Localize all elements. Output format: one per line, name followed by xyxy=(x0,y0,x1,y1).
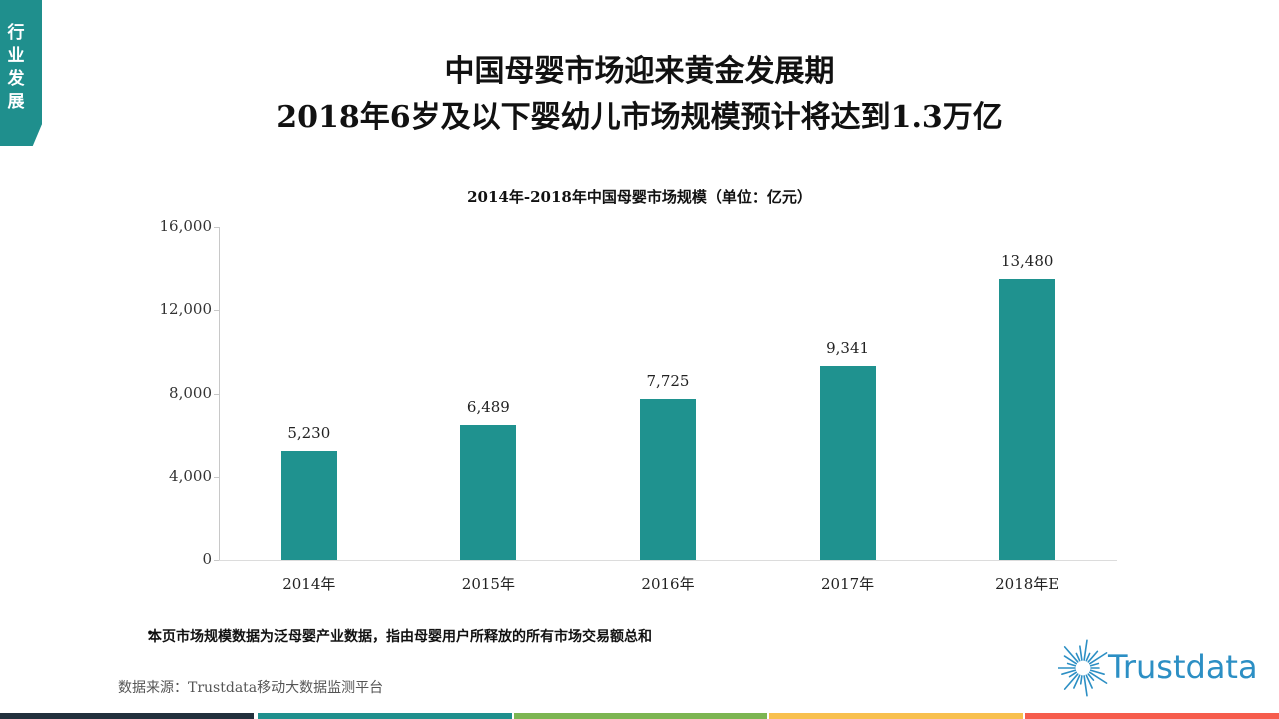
x-tick-label: 2017年 xyxy=(821,575,875,593)
section-tab-label: 行 业 发 展 xyxy=(6,22,26,114)
section-tab-char: 发 xyxy=(7,69,25,89)
y-tick-label: 16,000 xyxy=(159,217,213,235)
x-axis xyxy=(219,560,1117,561)
x-tick-label: 2015年 xyxy=(461,575,515,593)
y-axis xyxy=(219,227,220,561)
page-title: 中国母婴市场迎来黄金发展期 xyxy=(444,54,835,89)
footer-segment xyxy=(257,713,512,719)
bar xyxy=(460,424,517,560)
sunburst-icon xyxy=(1054,639,1108,697)
y-tick-label: 12,000 xyxy=(159,300,213,319)
bar-value-label: 7,725 xyxy=(646,372,690,391)
bar xyxy=(999,279,1056,560)
bar xyxy=(640,399,696,560)
page-subtitle: 2018年6岁及以下婴幼儿市场规模预计将达到1.3万亿 xyxy=(276,100,1003,135)
y-tick-mark xyxy=(214,227,219,228)
footer-segment xyxy=(513,713,768,719)
bar-value-label: 6,489 xyxy=(466,397,510,416)
note-bullet: • xyxy=(146,626,155,642)
footer-segment xyxy=(0,713,254,719)
data-source: 数据来源：Trustdata移动大数据监测平台 xyxy=(118,680,384,696)
y-tick-label: 4,000 xyxy=(169,466,212,485)
bar-value-label: 9,341 xyxy=(826,338,870,357)
bar xyxy=(280,451,337,560)
y-tick-mark xyxy=(214,393,219,395)
section-tab-char: 业 xyxy=(7,46,25,66)
logo-text: Trustdata xyxy=(1108,648,1258,686)
y-tick-label: 0 xyxy=(202,550,212,568)
bar xyxy=(819,365,876,560)
x-tick-label: 2016年 xyxy=(641,575,695,593)
bar-value-label: 5,230 xyxy=(287,424,331,443)
y-tick-mark xyxy=(214,560,219,561)
chart-title: 2014年-2018年中国母婴市场规模（单位：亿元） xyxy=(467,188,812,206)
y-tick-label: 8,000 xyxy=(169,383,212,402)
bar-value-label: 13,480 xyxy=(1000,252,1054,271)
section-tab-char: 行 xyxy=(7,23,25,43)
y-tick-mark xyxy=(214,310,219,312)
footer-segment xyxy=(1025,713,1279,719)
x-tick-label: 2018年E xyxy=(995,575,1060,593)
footer-segment xyxy=(769,713,1024,719)
section-tab-char: 展 xyxy=(7,92,25,112)
x-tick-label: 2014年 xyxy=(282,575,336,593)
footnote: 本页市场规模数据为泛母婴产业数据，指由母婴用户所释放的所有市场交易额总和 xyxy=(148,629,652,645)
trustdata-logo: Trustdata xyxy=(1054,632,1268,702)
section-tab: 行 业 发 展 xyxy=(0,0,42,146)
y-tick-mark xyxy=(214,476,219,478)
